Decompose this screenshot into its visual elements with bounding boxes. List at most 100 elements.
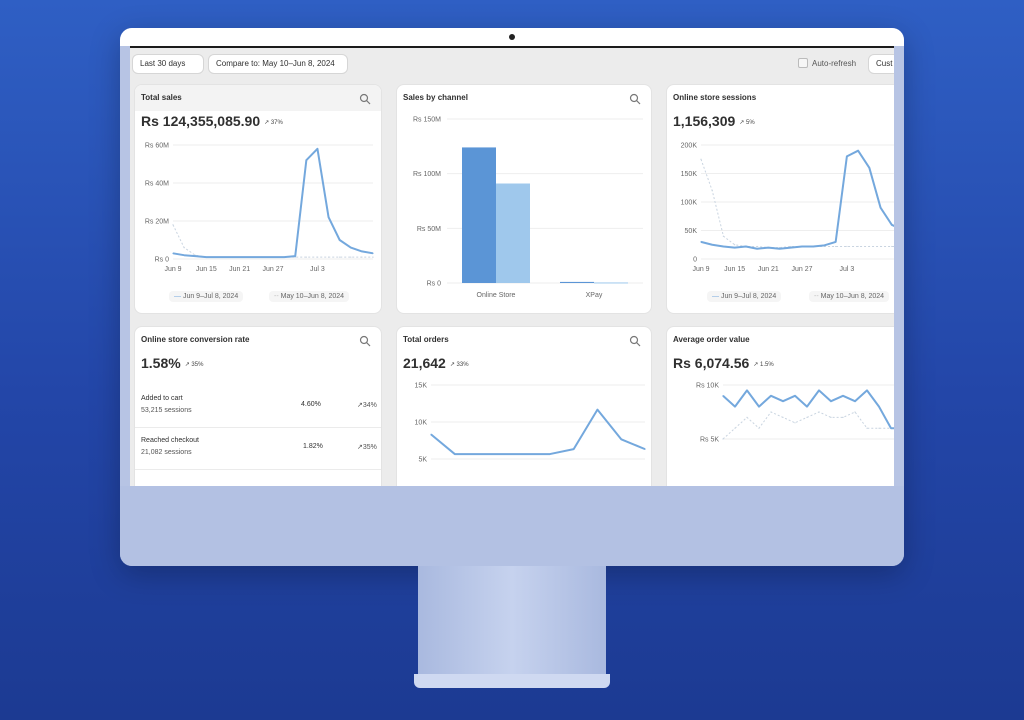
total-sales-amount: Rs 124,355,085.90 <box>141 113 261 129</box>
data-point <box>711 244 713 246</box>
channel-bar[interactable] <box>462 147 496 283</box>
legend-previous[interactable]: -- May 10–Jun 8, 2024 <box>269 291 350 302</box>
funnel-step-label: Added to cart <box>141 395 183 402</box>
compare-button[interactable]: Compare to: May 10–Jun 8, 2024 <box>208 54 348 74</box>
data-point <box>835 245 837 248</box>
magnify-chart-icon[interactable] <box>359 335 371 347</box>
y-tick-label: Rs 100M <box>413 171 441 178</box>
auto-refresh-toggle[interactable]: Auto-refresh <box>798 58 856 68</box>
series-previous-line <box>700 159 894 249</box>
change-badge: ↗ 37% <box>264 119 283 126</box>
funnel-step-rate: 1.82% <box>303 443 323 450</box>
data-point <box>205 256 207 258</box>
monitor-stand <box>418 566 606 676</box>
conversion-value: 1.58% ↗ 35% <box>141 355 203 371</box>
series-previous-line <box>722 411 894 440</box>
legend-current[interactable]: — Jun 9–Jul 8, 2024 <box>169 291 244 302</box>
data-point <box>891 245 893 248</box>
data-point <box>890 427 892 429</box>
data-point <box>734 247 736 249</box>
sales-by-channel-card[interactable]: Sales by channel Rs 150M Rs 100M Rs 50M Rs … <box>396 84 652 314</box>
data-point <box>316 256 319 258</box>
x-tick-label: Jul 3 <box>839 266 854 273</box>
x-category-label: Online Store <box>477 292 516 299</box>
conversion-amount: 1.58% <box>141 355 181 371</box>
data-point <box>878 427 880 429</box>
data-point <box>596 409 599 411</box>
data-point <box>227 256 230 258</box>
data-point <box>758 427 760 429</box>
legend-current[interactable]: — Jun 9–Jul 8, 2024 <box>707 291 782 302</box>
auto-refresh-checkbox[interactable] <box>798 58 808 68</box>
conversion-rate-card[interactable]: Online store conversion rate 1.58% ↗ 35% … <box>134 326 382 486</box>
data-point <box>549 453 551 455</box>
data-point <box>868 167 870 169</box>
data-point <box>790 247 792 249</box>
magnify-chart-icon[interactable] <box>629 93 641 105</box>
sessions-value: 1,156,309 ↗ 5% <box>673 113 755 129</box>
x-tick-label: Jun 27 <box>791 266 812 273</box>
total-orders-card[interactable]: Total orders 21,642 ↗ 33% 15K 10K 5K <box>396 326 652 486</box>
data-point <box>711 190 713 192</box>
channel-bar[interactable] <box>496 183 530 283</box>
change-badge: ↗ 1.5% <box>753 361 774 368</box>
aov-amount: Rs 6,074.56 <box>673 355 750 371</box>
card-title: Sales by channel <box>403 93 468 102</box>
sessions-card[interactable]: Online store sessions 1,156,309 ↗ 5% 200K… <box>666 84 894 314</box>
data-point <box>866 389 868 391</box>
total-orders-chart: 15K 10K 5K <box>415 383 646 464</box>
data-point <box>327 256 330 258</box>
data-point <box>745 245 747 248</box>
data-point <box>172 252 174 254</box>
y-tick-label: Rs 50M <box>417 226 441 233</box>
bezel <box>120 28 904 46</box>
funnel-step-label: Reached checkout <box>141 437 199 444</box>
y-tick-label: Rs 0 <box>155 257 170 264</box>
data-point <box>239 256 241 258</box>
data-point <box>361 256 363 258</box>
y-tick-label: 15K <box>415 383 428 390</box>
average-order-value-card[interactable]: Average order value Rs 6,074.56 ↗ 1.5% Rs… <box>666 326 894 486</box>
channel-bar[interactable] <box>594 282 628 284</box>
data-point <box>477 453 480 455</box>
total-sales-chart: Rs 60M Rs 40M Rs 20M Rs 0 Jun 9 Jun 15 Jun 21 J… <box>145 143 374 273</box>
date-range-label: Last 30 days <box>140 59 186 68</box>
date-range-button[interactable]: Last 30 days <box>132 54 204 74</box>
data-point <box>305 159 307 161</box>
data-point <box>172 224 174 226</box>
change-badge: ↗ 5% <box>739 119 755 126</box>
data-point <box>879 245 882 248</box>
change-badge: ↗ 33% <box>449 361 469 368</box>
data-point <box>620 438 622 440</box>
data-point <box>806 416 808 418</box>
monitor: Last 30 days Compare to: May 10–Jun 8, 2… <box>120 28 904 566</box>
y-tick-label: 200K <box>681 143 698 150</box>
data-point <box>734 406 736 408</box>
x-tick-label: Jun 27 <box>262 266 283 273</box>
channel-bar[interactable] <box>560 281 594 283</box>
sessions-chart: 200K 150K 100K 50K 0 Jun 9 Jun 15 Jun 21 Jun 27 J… <box>681 143 894 273</box>
series-previous-line <box>172 224 373 258</box>
legend-current-label: Jun 9–Jul 8, 2024 <box>182 293 239 300</box>
customize-button[interactable]: Cust <box>868 54 894 74</box>
card-title: Average order value <box>673 335 750 344</box>
data-point <box>891 224 893 226</box>
change-badge: ↗ 35% <box>184 361 204 368</box>
data-point <box>350 256 352 258</box>
data-point <box>758 406 760 408</box>
magnify-chart-icon[interactable] <box>629 335 641 347</box>
data-point <box>350 247 352 249</box>
y-tick-label: Rs 10K <box>696 383 719 390</box>
auto-refresh-label: Auto-refresh <box>812 58 857 68</box>
data-point <box>818 411 820 413</box>
data-point <box>868 245 870 248</box>
data-point <box>746 416 748 418</box>
data-point <box>782 400 784 402</box>
magnify-chart-icon[interactable] <box>359 93 371 105</box>
data-point <box>525 453 527 455</box>
data-point <box>734 427 736 429</box>
total-sales-card[interactable]: Total sales Rs 124,355,085.90 ↗ 37% Rs 60… <box>134 84 382 314</box>
monitor-chin <box>120 486 904 566</box>
legend-previous[interactable]: -- May 10–Jun 8, 2024 <box>809 291 890 302</box>
data-point <box>722 438 724 440</box>
